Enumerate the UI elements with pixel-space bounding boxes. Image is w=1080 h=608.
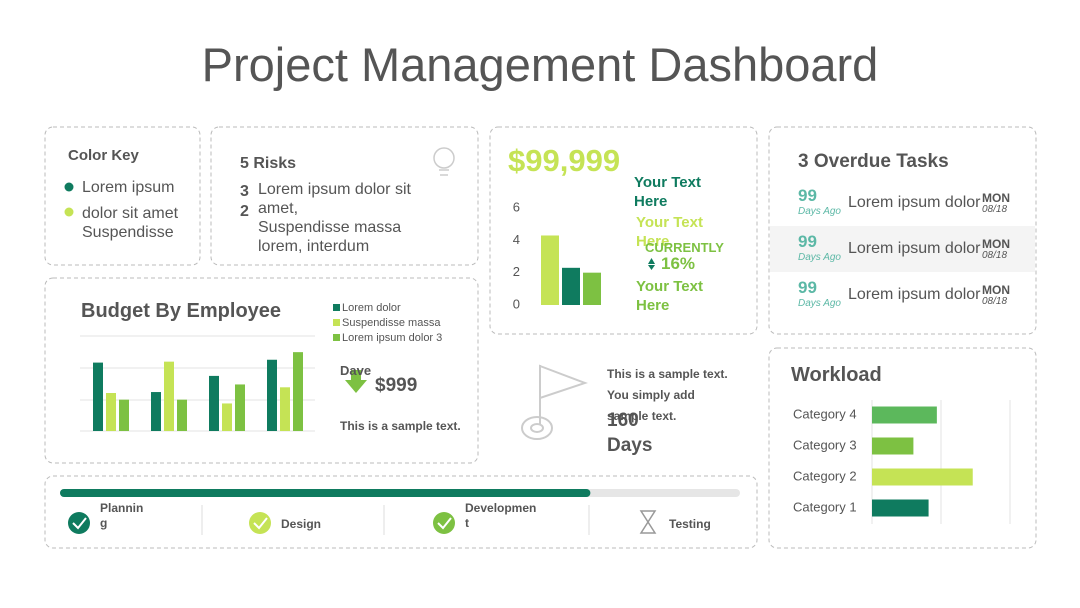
y-tick-label: Category 2 (793, 468, 857, 483)
key-item: dolor sit amet Suspendisse (82, 205, 179, 241)
flag-icon (521, 364, 588, 440)
stage-icon (68, 512, 90, 534)
kpi-change: 16% (661, 254, 696, 273)
y-tick-label: 2 (513, 264, 520, 279)
row-day: MON (982, 237, 1010, 251)
row-day: MON (982, 283, 1010, 297)
legend-swatch (333, 319, 340, 326)
legend-label: Lorem dolor (342, 302, 401, 314)
legend-label: Lorem ipsum dolor 3 (342, 332, 442, 344)
chart-title: Budget By Employee (81, 300, 282, 322)
risk-text: Lorem ipsum dolor sit amet, (258, 181, 411, 217)
key-item: Lorem ipsum (82, 179, 175, 196)
kpi-status: CURRENTLY (645, 240, 724, 255)
bulb-icon (433, 147, 455, 176)
bar (872, 406, 937, 424)
row-count: 99 (798, 186, 817, 205)
panel (44, 475, 758, 549)
row-highlight (770, 226, 1035, 272)
bar (209, 375, 219, 431)
panel-title: 3 Overdue Tasks (798, 151, 949, 172)
panel-title: 5 Risks (240, 155, 297, 172)
row-text: Lorem ipsum dolor (848, 194, 981, 211)
stage-label: Design (281, 517, 322, 531)
legend-label: Suspendisse massa (342, 317, 441, 329)
legend-swatch (333, 334, 340, 341)
panel (210, 126, 479, 266)
bar (541, 235, 559, 305)
risk-count: 2 (240, 203, 249, 220)
chart-title: Workload (791, 364, 882, 386)
down-arrow (345, 380, 367, 393)
row-date: 08/18 (982, 250, 1008, 261)
bar (93, 362, 103, 431)
kpi-amount: $99,999 (508, 143, 621, 178)
progress-fill (60, 489, 591, 497)
y-tick-label: 0 (513, 296, 520, 311)
kpi-label: Your Text Here (636, 278, 703, 314)
stage-icon (249, 512, 271, 534)
bar (872, 437, 914, 455)
row-count: 99 (798, 232, 817, 251)
bar (119, 399, 129, 431)
y-tick-label: Category 1 (793, 499, 857, 514)
row-date: 08/18 (982, 296, 1008, 307)
hourglass-icon (639, 510, 657, 534)
row-count: 99 (798, 278, 817, 297)
down-arrow (351, 370, 361, 381)
stage-icon (433, 512, 455, 534)
bar (151, 392, 161, 431)
page-title: Project Management Dashboard (201, 38, 879, 91)
row-text: Lorem ipsum dolor (848, 240, 981, 257)
bar (872, 499, 929, 517)
y-tick-label: 4 (513, 232, 520, 247)
note-text: This is a sample text. (340, 419, 461, 433)
milestone-text: This is a sample text. You simply add sa… (607, 367, 728, 423)
bar (267, 359, 277, 431)
bar (164, 361, 174, 431)
panel (44, 126, 201, 266)
bar (177, 399, 187, 431)
bullet (64, 207, 74, 217)
legend-swatch (333, 304, 340, 311)
bar (562, 267, 580, 305)
stage-label: Development (465, 501, 537, 530)
risk-count: 3 (240, 183, 249, 200)
bar (583, 272, 601, 305)
row-text: Lorem ipsum dolor (848, 286, 981, 303)
row-ago: Days Ago (798, 206, 841, 217)
row-ago: Days Ago (798, 298, 841, 309)
milestone-days: 160 Days (607, 410, 653, 456)
stage-label: Testing (669, 517, 711, 531)
bar (293, 352, 303, 431)
note-name: Dave (340, 363, 372, 378)
y-tick-label: 6 (513, 199, 520, 214)
risk-text: Suspendisse massa lorem, interdum (258, 219, 402, 255)
up-arrow (648, 265, 655, 270)
bar (280, 387, 290, 431)
bullet (64, 182, 74, 192)
stage-label: Planning (100, 501, 144, 530)
kpi-label: Your Text Here (634, 174, 701, 210)
row-date: 08/18 (982, 204, 1008, 215)
note-amount: $999 (375, 375, 418, 396)
panel-title: Color Key (68, 147, 139, 164)
kpi-label: Your Text Here (636, 214, 703, 250)
stage-separators (201, 505, 590, 535)
row-day: MON (982, 191, 1010, 205)
bar (222, 403, 232, 431)
bar (872, 468, 973, 486)
y-tick-label: Category 3 (793, 437, 857, 452)
row-ago: Days Ago (798, 252, 841, 263)
y-tick-label: Category 4 (793, 406, 857, 421)
check-marks (72, 517, 452, 530)
up-arrow (648, 258, 655, 264)
bar (235, 384, 245, 431)
bar (106, 393, 116, 431)
